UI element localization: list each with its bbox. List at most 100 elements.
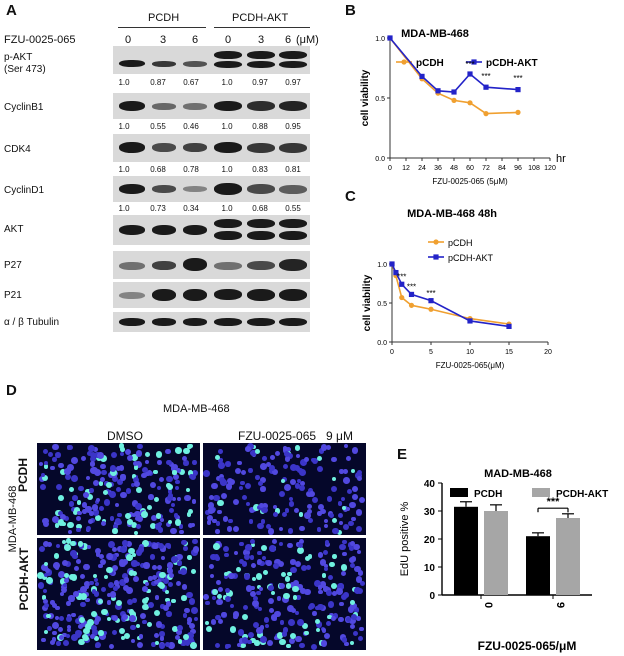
cell-nucleus bbox=[351, 556, 357, 562]
cell-nucleus bbox=[73, 565, 79, 572]
cell-nucleus bbox=[72, 553, 78, 560]
cell-nucleus bbox=[281, 631, 288, 637]
cell-nucleus bbox=[116, 479, 123, 486]
cell-nucleus bbox=[315, 620, 323, 628]
cell-nucleus bbox=[76, 500, 82, 506]
cell-nucleus bbox=[348, 520, 354, 527]
cell-nucleus bbox=[257, 480, 263, 487]
cell-nucleus bbox=[85, 488, 91, 495]
cell-nucleus bbox=[268, 608, 274, 613]
cell-nucleus bbox=[64, 473, 72, 480]
cell-nucleus bbox=[131, 553, 137, 558]
cell-nucleus bbox=[251, 542, 256, 547]
cell-nucleus bbox=[111, 475, 119, 483]
cell-nucleus bbox=[317, 603, 324, 611]
cell-nucleus bbox=[131, 570, 138, 577]
cell-nucleus bbox=[95, 547, 101, 554]
cell-nucleus bbox=[324, 566, 329, 571]
legend-marker-pCDH-AKT bbox=[433, 254, 439, 260]
cell-nucleus bbox=[263, 616, 270, 623]
cell-nucleus bbox=[356, 475, 363, 481]
cell-nucleus bbox=[284, 576, 291, 582]
cell-nucleus bbox=[124, 632, 131, 639]
cell-nucleus bbox=[62, 640, 69, 646]
cell-nucleus bbox=[67, 530, 72, 535]
cell-nucleus bbox=[158, 477, 165, 483]
cell-nucleus bbox=[279, 638, 286, 646]
cell-nucleus bbox=[175, 635, 181, 641]
cell-nucleus bbox=[42, 448, 49, 455]
ratio-value: 0.67 bbox=[183, 78, 199, 87]
blot-label-cyclind1: CyclinD1 bbox=[4, 185, 45, 196]
y-tick-label: 0.0 bbox=[377, 340, 387, 347]
cell-nucleus bbox=[131, 453, 138, 461]
cell-nucleus bbox=[167, 489, 173, 494]
cell-nucleus bbox=[166, 459, 172, 466]
cell-nucleus bbox=[132, 476, 139, 483]
cell-nucleus bbox=[106, 599, 112, 605]
chart-title: MDA-MB-468 bbox=[401, 28, 469, 40]
cell-nucleus bbox=[278, 490, 285, 497]
cell-nucleus bbox=[132, 474, 137, 479]
cell-nucleus bbox=[272, 505, 277, 510]
cell-nucleus bbox=[339, 601, 344, 607]
cell-nucleus bbox=[88, 518, 94, 524]
cell-nucleus bbox=[354, 471, 362, 479]
cell-nucleus bbox=[113, 524, 118, 529]
cell-nucleus bbox=[184, 494, 191, 502]
cell-nucleus bbox=[343, 444, 349, 449]
cell-nucleus bbox=[276, 596, 282, 602]
y-tick-label: 0.5 bbox=[375, 96, 385, 103]
cell-nucleus bbox=[225, 595, 232, 602]
cell-nucleus bbox=[127, 455, 134, 462]
cell-nucleus bbox=[211, 482, 218, 489]
cell-nucleus bbox=[162, 605, 169, 612]
cell-nucleus bbox=[348, 617, 356, 625]
cell-nucleus bbox=[224, 552, 229, 558]
cell-nucleus bbox=[238, 638, 244, 644]
cell-nucleus bbox=[98, 563, 103, 569]
cell-nucleus bbox=[64, 561, 72, 568]
cell-nucleus bbox=[245, 446, 251, 452]
cell-nucleus bbox=[268, 585, 274, 591]
cell-nucleus bbox=[292, 585, 299, 593]
cell-nucleus bbox=[183, 447, 190, 455]
ratio-value: 0.46 bbox=[183, 122, 199, 131]
row-label-pcdh: PCDH bbox=[16, 458, 30, 493]
cell-nucleus bbox=[336, 588, 343, 595]
cell-nucleus bbox=[120, 451, 125, 456]
cell-nucleus bbox=[142, 597, 149, 605]
cell-nucleus bbox=[338, 520, 343, 525]
cell-nucleus bbox=[295, 445, 301, 451]
bar-PCDH-0 bbox=[454, 506, 478, 595]
panel-d-title: MDA-MB-468 bbox=[163, 403, 230, 415]
cell-nucleus bbox=[51, 621, 59, 629]
cell-nucleus bbox=[37, 582, 44, 589]
cell-nucleus bbox=[98, 599, 104, 605]
cell-nucleus bbox=[142, 586, 148, 592]
cell-nucleus bbox=[118, 558, 125, 565]
cell-nucleus bbox=[135, 450, 142, 457]
cell-nucleus bbox=[172, 470, 177, 475]
cell-nucleus bbox=[119, 610, 127, 617]
cell-nucleus bbox=[184, 640, 191, 647]
cell-nucleus bbox=[309, 490, 316, 497]
cell-nucleus bbox=[93, 469, 101, 477]
cell-nucleus bbox=[107, 582, 115, 589]
cell-nucleus bbox=[46, 625, 52, 631]
cell-nucleus bbox=[77, 624, 83, 629]
cell-nucleus bbox=[245, 543, 253, 551]
cell-nucleus bbox=[120, 635, 125, 640]
cell-nucleus bbox=[207, 515, 214, 522]
cell-nucleus bbox=[353, 544, 360, 551]
cell-nucleus bbox=[242, 604, 248, 610]
cell-nucleus bbox=[261, 456, 267, 462]
cell-nucleus bbox=[101, 608, 108, 616]
cell-nucleus bbox=[238, 485, 244, 490]
cell-nucleus bbox=[67, 521, 74, 529]
cell-nucleus bbox=[360, 581, 366, 587]
cell-nucleus bbox=[225, 587, 231, 594]
chart-c-viability-dose: MDA-MB-468 48h 0 5 10 15 20 0.0 0.5 1.0 FZU-0025-… bbox=[362, 208, 552, 370]
cell-nucleus bbox=[88, 444, 96, 452]
cell-nucleus bbox=[85, 525, 91, 532]
